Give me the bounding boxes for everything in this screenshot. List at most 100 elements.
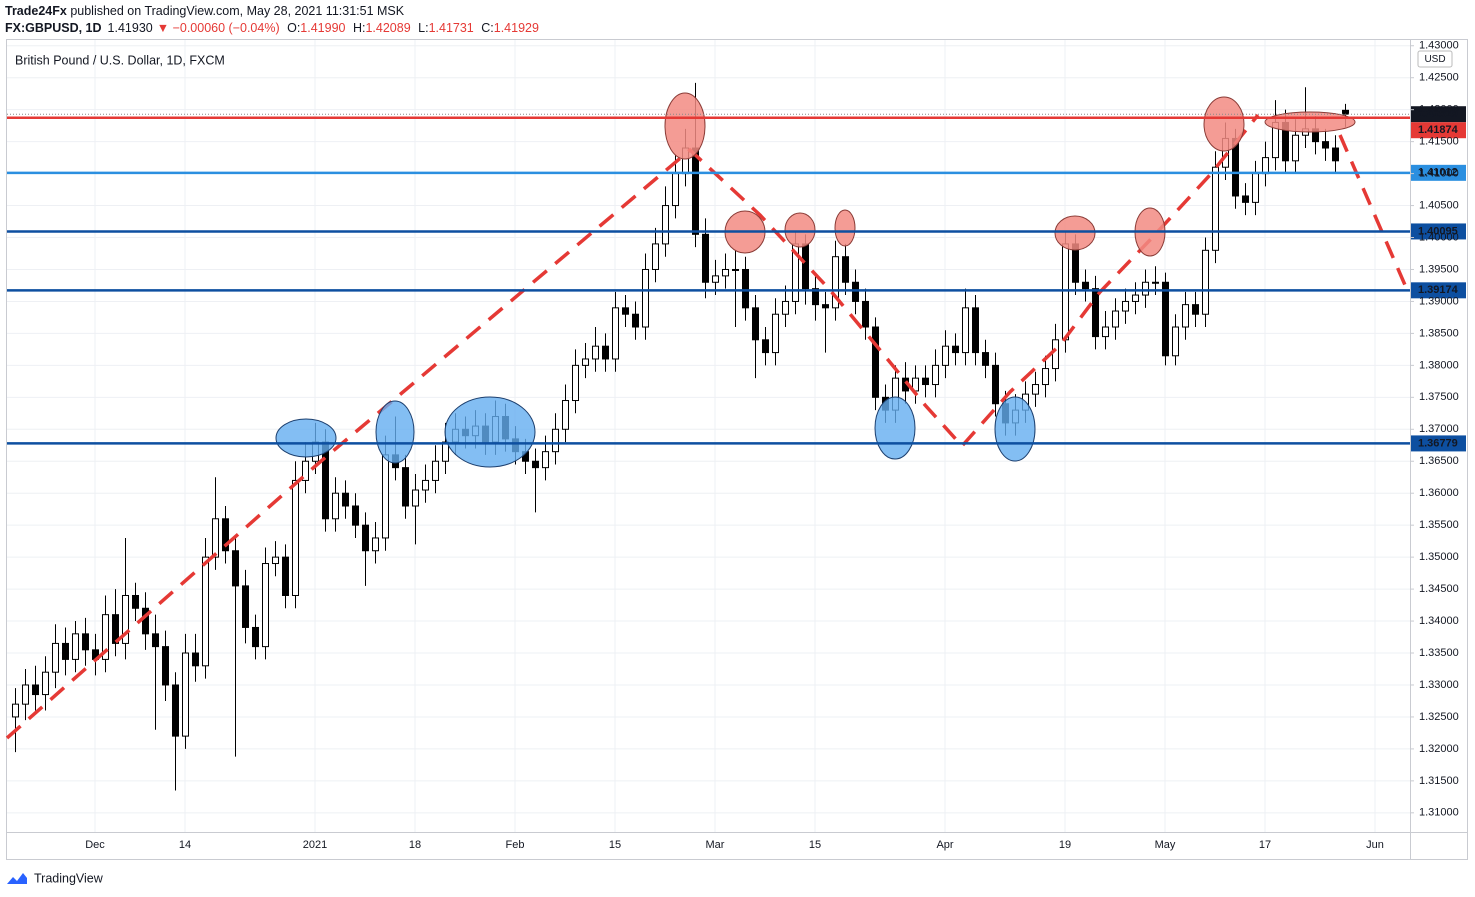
candle-body [1152, 281, 1159, 284]
candle-body [62, 642, 69, 660]
candle-body [102, 614, 109, 660]
candle-body [772, 313, 779, 354]
symbol-line: FX:GBPUSD, 1D 1.41930 ▼ −0.00060 (−0.04%) … [5, 21, 539, 35]
candle-body [552, 428, 559, 453]
last-price-label: 1.41929 [1418, 108, 1458, 120]
level-label: 1.36779 [1418, 437, 1458, 449]
x-tick-label: 15 [609, 839, 621, 851]
candle-body [1342, 109, 1349, 115]
candle-body [142, 607, 149, 635]
candle-body [822, 304, 829, 309]
candle-body [442, 441, 449, 462]
candle-body [32, 684, 39, 696]
y-tick-label: 1.39500 [1419, 263, 1459, 275]
candle-body [832, 256, 839, 309]
author: Trade24Fx [5, 4, 67, 18]
level-label: 1.41874 [1418, 124, 1459, 136]
candle-body [72, 633, 79, 660]
chart-title: British Pound / U.S. Dollar, 1D, FXCM [15, 53, 225, 67]
candle-body [152, 633, 159, 648]
candle-body [162, 646, 169, 686]
candle-body [212, 518, 219, 558]
candle-body [432, 460, 439, 481]
currency: USD [1424, 54, 1445, 65]
candle-body [652, 243, 659, 270]
candle-body [1212, 166, 1219, 251]
candle-body [812, 288, 819, 306]
x-tick-label: 2021 [303, 839, 327, 851]
x-tick-label: 15 [809, 839, 821, 851]
candle-body [1182, 304, 1189, 328]
y-tick-label: 1.34000 [1419, 615, 1459, 627]
last-price-tag [1411, 106, 1466, 123]
candle-body [1172, 326, 1179, 357]
candle-body [702, 233, 709, 283]
candle-body [202, 556, 209, 667]
ohlc-value: 1.41731 [429, 21, 474, 35]
candle-body [992, 364, 999, 405]
symbol: FX:GBPUSD, 1D [5, 21, 102, 35]
candle-body [572, 364, 579, 402]
candle-body [942, 345, 949, 366]
candle-body [1052, 339, 1059, 370]
resistance-marker [834, 209, 856, 247]
candle-body [1042, 368, 1049, 386]
x-tick-label: Feb [506, 839, 525, 851]
currency-box [1417, 50, 1453, 68]
candle-body [1332, 147, 1339, 162]
candle-body [1062, 243, 1069, 341]
candle-body [802, 243, 809, 290]
support-marker [994, 396, 1036, 462]
resistance-marker [1203, 96, 1245, 152]
levels: 1.41929 1.41874 1.41012 1.40095 1.39174 1.367… [7, 106, 1466, 452]
candle-body [962, 307, 969, 354]
candle-body [1192, 304, 1199, 315]
support-marker [275, 418, 337, 458]
candle-body [1262, 157, 1269, 175]
ohlc-value: 1.41990 [300, 21, 345, 35]
header-line: Trade24Fx published on TradingView.com, … [5, 4, 405, 18]
y-tick-label: 1.37500 [1419, 391, 1459, 403]
x-tick-label: May [1155, 839, 1176, 851]
candle-body [1032, 384, 1039, 395]
candle-body [1242, 195, 1249, 203]
candle-body [1162, 281, 1169, 357]
candle-body [22, 684, 29, 705]
candles [12, 82, 1349, 791]
candle-body [232, 550, 239, 587]
candle-body [582, 358, 589, 366]
ohlc-value: 1.42089 [365, 21, 410, 35]
candle-body [932, 364, 939, 386]
y-tick-label: 1.43000 [1419, 40, 1459, 52]
x-tick-label: 18 [409, 839, 421, 851]
x-tick-label: 17 [1259, 839, 1271, 851]
level-tag [1411, 223, 1466, 240]
y-tick-label: 1.35000 [1419, 551, 1459, 563]
candle-body [282, 556, 289, 596]
candle-body [42, 671, 49, 696]
candle-body [612, 307, 619, 360]
candle-body [722, 268, 729, 277]
resistance-marker [1054, 215, 1096, 251]
brand-logo [7, 873, 27, 884]
candle-body [742, 268, 749, 309]
candle-body [82, 633, 89, 651]
level-tag [1411, 164, 1466, 181]
candle-body [732, 268, 739, 271]
candle-body [1082, 281, 1089, 290]
level-tag [1411, 282, 1466, 299]
candle-body [352, 505, 359, 526]
y-tick-label: 1.33500 [1419, 647, 1459, 659]
candle-body [272, 556, 279, 565]
published: published on TradingView.com, May 28, 20… [67, 4, 405, 18]
candle-body [842, 256, 849, 283]
y-tick-label: 1.38500 [1419, 327, 1459, 339]
candle-body [402, 467, 409, 507]
resistance-marker [664, 92, 706, 160]
candle-body [972, 307, 979, 354]
y-tick-label: 1.34500 [1419, 583, 1459, 595]
x-tick-label: Apr [936, 839, 953, 851]
ohlc-key: L: [418, 21, 428, 35]
